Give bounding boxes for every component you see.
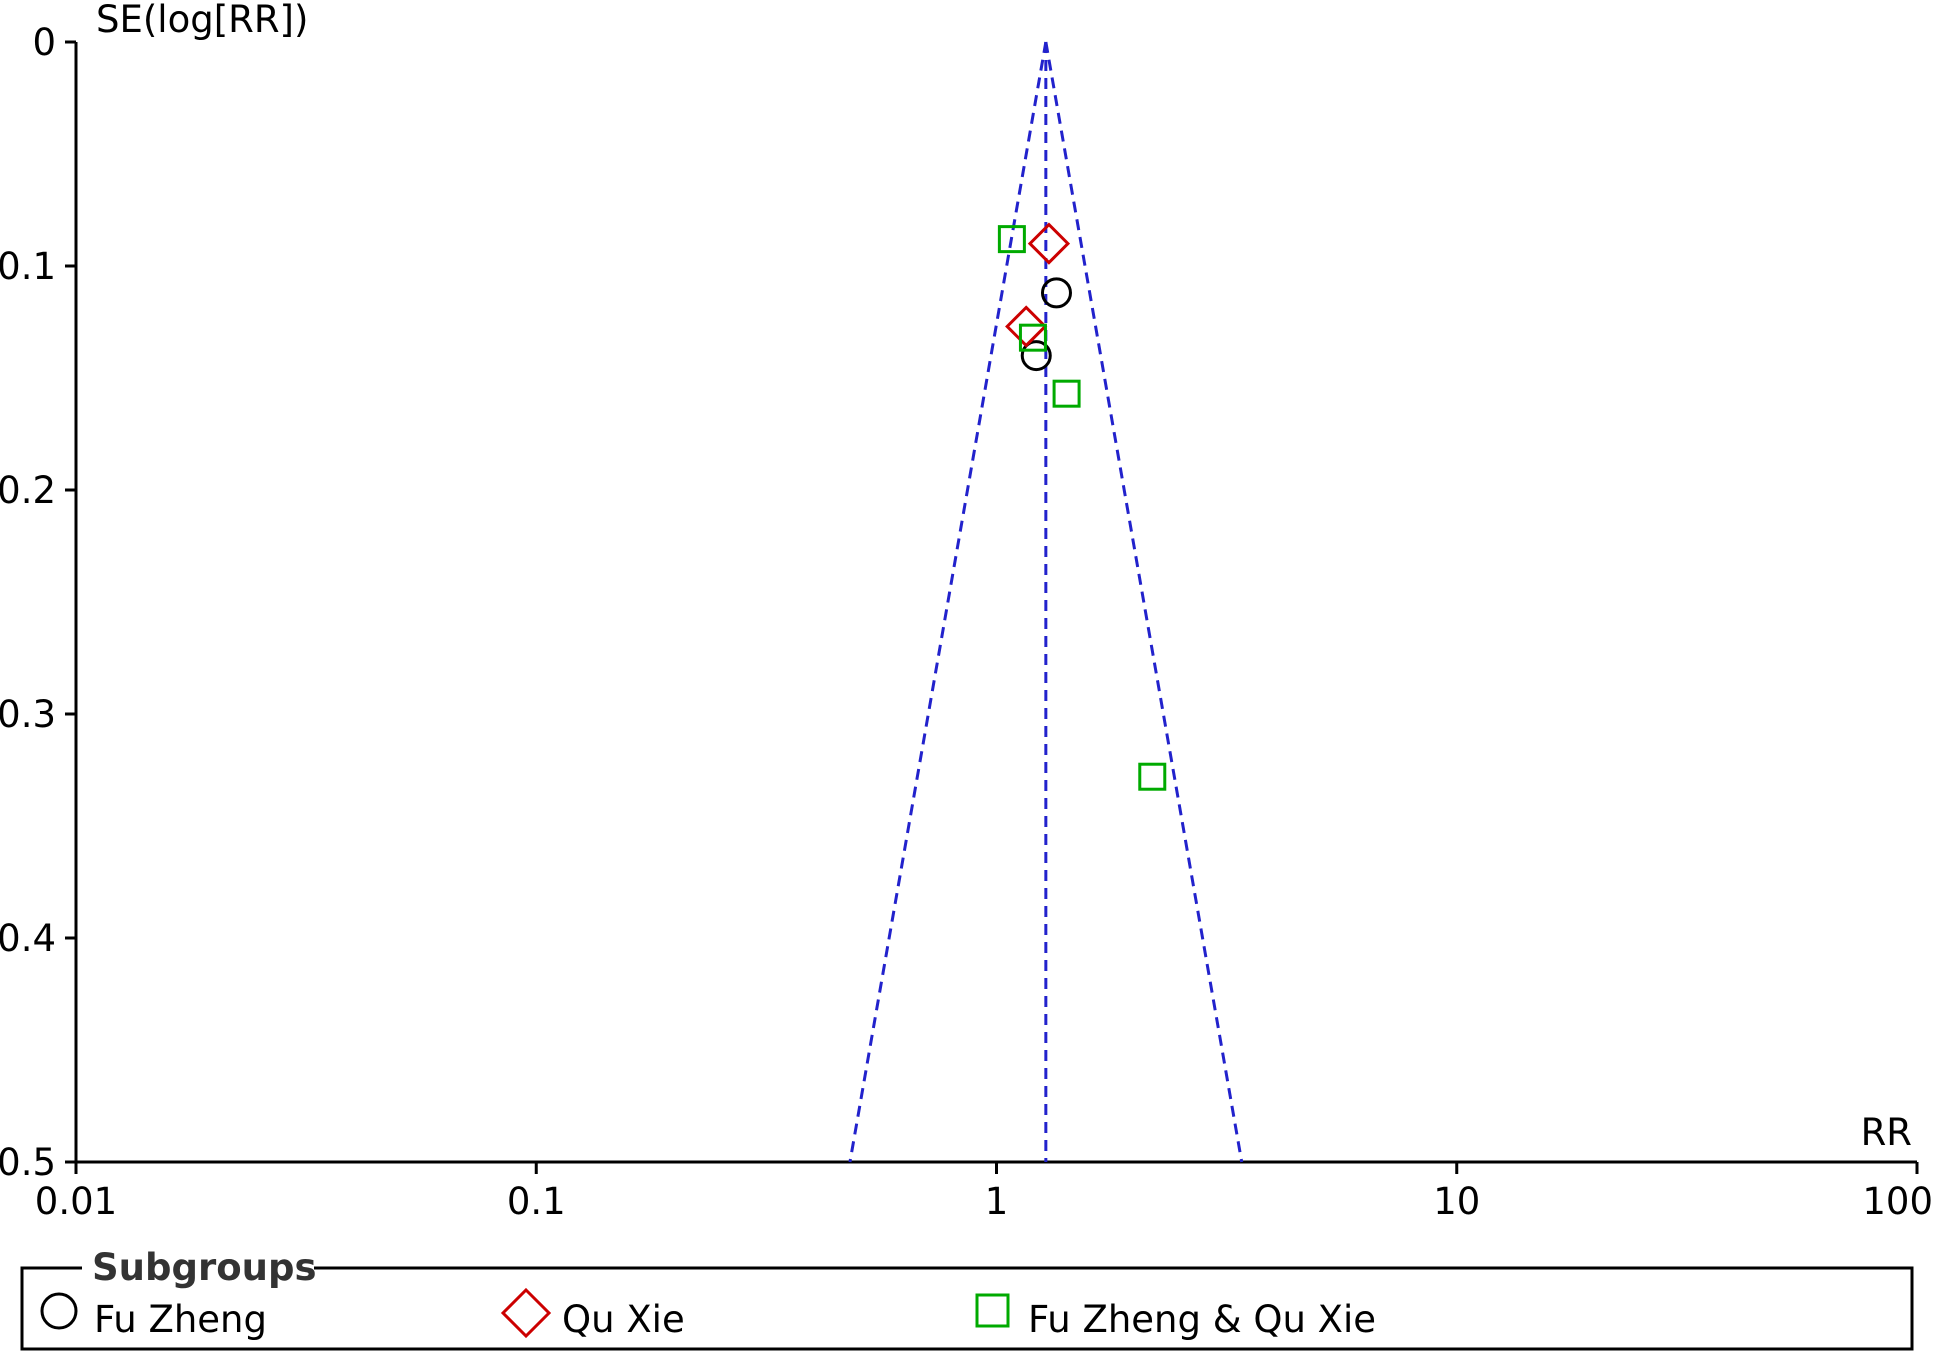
y-tick-label: 0.3	[0, 693, 56, 736]
y-tick-label: 0.4	[0, 917, 56, 960]
y-axis-title: SE(log[RR])	[96, 0, 308, 41]
x-tick-label: 0.01	[35, 1180, 117, 1223]
y-tick-label: 0.2	[0, 469, 56, 512]
y-tick-label: 0.1	[0, 245, 56, 288]
y-axis-ticks: 0 0.1 0.2 0.3 0.4 0.5	[0, 21, 76, 1184]
x-tick-label: 100	[1862, 1180, 1933, 1223]
point-square	[1138, 762, 1167, 791]
funnel-left-limit	[848, 41, 1048, 1163]
funnel-lines	[848, 41, 1244, 1163]
y-tick-label: 0	[32, 21, 56, 64]
legend-title-background	[82, 1250, 314, 1286]
point-diamond	[1005, 305, 1048, 348]
legend-diamond-icon	[500, 1287, 552, 1339]
point-diamond	[1027, 222, 1071, 265]
point-square	[1052, 379, 1081, 408]
funnel-right-limit	[1044, 41, 1244, 1163]
legend-box	[20, 1266, 1914, 1351]
point-square	[1018, 323, 1047, 352]
legend-title: Subgroups	[92, 1246, 316, 1289]
legend-label-fu-zheng: Fu Zheng	[94, 1298, 267, 1341]
legend-label-qu-xie: Qu Xie	[562, 1298, 685, 1341]
point-circle	[1040, 277, 1072, 309]
y-tick-label: 0.5	[0, 1141, 56, 1184]
legend: Subgroups Fu Zheng Qu Xie Fu Zheng & Qu …	[20, 1246, 1914, 1351]
x-axis-title: RR	[1861, 1111, 1912, 1154]
x-tick-label: 1	[985, 1180, 1009, 1223]
legend-label-fu-zheng-qu-xie: Fu Zheng & Qu Xie	[1028, 1298, 1376, 1341]
x-tick-label: 0.1	[507, 1180, 566, 1223]
x-axis-ticks: 0.01 0.1 1 10 100	[35, 1162, 1933, 1223]
data-points	[997, 222, 1167, 791]
point-square	[997, 225, 1026, 254]
plot-area: 0 0.1 0.2 0.3 0.4 0.5 0.01 0.1 1 10 100 SE(log[RR…	[0, 0, 1933, 1223]
point-circle	[1020, 340, 1052, 372]
legend-square-icon	[975, 1293, 1010, 1328]
legend-circle-icon	[40, 1292, 78, 1330]
x-tick-label: 10	[1433, 1180, 1480, 1223]
